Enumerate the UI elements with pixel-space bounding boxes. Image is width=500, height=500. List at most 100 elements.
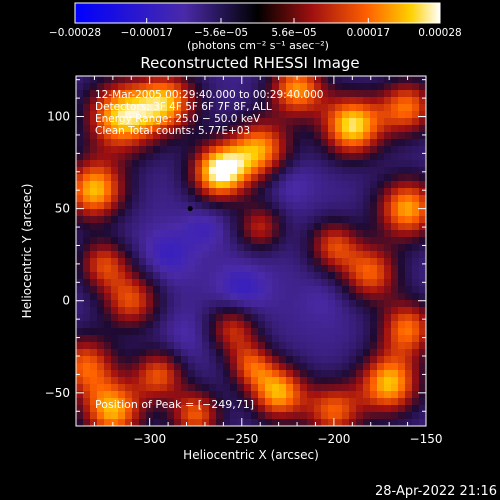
heatmap-cell xyxy=(398,125,406,133)
heatmap-cell xyxy=(363,419,371,426)
heatmap-cell xyxy=(384,202,392,210)
heatmap-cell xyxy=(83,125,91,133)
heatmap-cell xyxy=(356,307,364,315)
heatmap-cell xyxy=(405,181,413,189)
heatmap-cell xyxy=(335,307,343,315)
heatmap-cell xyxy=(356,139,364,147)
heatmap-cell xyxy=(216,83,224,91)
heatmap-cell xyxy=(286,286,294,294)
heatmap-cell xyxy=(139,335,147,343)
chart-title: Reconstructed RHESSI Image xyxy=(140,54,359,72)
heatmap-cell xyxy=(377,328,385,336)
heatmap-cell xyxy=(237,167,245,175)
heatmap-cell xyxy=(307,293,315,301)
heatmap-cell xyxy=(83,412,91,420)
heatmap-cell xyxy=(244,398,252,406)
heatmap-cell xyxy=(174,363,182,371)
heatmap-cell xyxy=(412,202,420,210)
heatmap-cell xyxy=(125,244,133,252)
heatmap-cell xyxy=(209,244,217,252)
heatmap-cell xyxy=(398,300,406,308)
heatmap-cell xyxy=(335,328,343,336)
heatmap-cell xyxy=(279,342,287,350)
heatmap-cell xyxy=(244,405,252,413)
heatmap-cell xyxy=(90,97,98,105)
heatmap-cell xyxy=(384,153,392,161)
heatmap-cell xyxy=(188,314,196,322)
heatmap-cell xyxy=(286,349,294,357)
heatmap-cell xyxy=(272,167,280,175)
heatmap-cell xyxy=(398,223,406,231)
heatmap-cell xyxy=(412,104,420,112)
info-line: Detectors: 3F 4F 5F 6F 7F 8F, ALL xyxy=(95,101,272,113)
heatmap-cell xyxy=(405,314,413,322)
heatmap-cell xyxy=(209,384,217,392)
heatmap-cell xyxy=(202,419,210,426)
heatmap-cell xyxy=(321,356,329,364)
heatmap-cell xyxy=(132,272,140,280)
x-axis-ticks: −300 −250 −200 −150 xyxy=(93,76,442,446)
heatmap-cell xyxy=(90,132,98,140)
heatmap-cell xyxy=(97,104,105,112)
heatmap-cell xyxy=(125,300,133,308)
heatmap-cell xyxy=(209,181,217,189)
heatmap-cell xyxy=(321,335,329,343)
heatmap-cell xyxy=(160,104,168,112)
heatmap-cell xyxy=(104,223,112,231)
heatmap-cell xyxy=(125,265,133,273)
heatmap-cell xyxy=(363,300,371,308)
x-tick-label: −300 xyxy=(133,432,166,446)
info-line: Clean Total counts: 5.77E+03 xyxy=(95,125,250,137)
heatmap-cell xyxy=(244,146,252,154)
heatmap-cell xyxy=(195,153,203,161)
heatmap-cell xyxy=(76,265,84,273)
heatmap-cell xyxy=(363,328,371,336)
heatmap-cell xyxy=(293,300,301,308)
heatmap-cell xyxy=(132,370,140,378)
heatmap-cell xyxy=(118,125,126,133)
heatmap-cell xyxy=(272,314,280,322)
heatmap-cell xyxy=(398,167,406,175)
heatmap-cell xyxy=(216,412,224,420)
heatmap-cell xyxy=(146,223,154,231)
heatmap-cell xyxy=(188,349,196,357)
heatmap-cell xyxy=(90,83,98,91)
heatmap-cell xyxy=(118,202,126,210)
heatmap-cell xyxy=(167,251,175,259)
heatmap-cell xyxy=(342,419,350,426)
heatmap-cell xyxy=(258,300,266,308)
colorbar-tick-label: −0.00028 xyxy=(49,27,101,39)
heatmap-cell xyxy=(356,132,364,140)
heatmap-cell xyxy=(377,111,385,119)
heatmap-cell xyxy=(370,405,378,413)
heatmap-cell xyxy=(111,251,119,259)
heatmap-cell xyxy=(349,132,357,140)
heatmap-cell xyxy=(216,230,224,238)
heatmap-cell xyxy=(384,83,392,91)
heatmap-cell xyxy=(188,384,196,392)
heatmap-cell xyxy=(328,125,336,133)
heatmap-cell xyxy=(223,349,231,357)
heatmap-cell xyxy=(307,328,315,336)
heatmap-cell xyxy=(251,104,259,112)
heatmap-cell xyxy=(384,76,392,84)
heatmap-cell xyxy=(328,76,336,84)
heatmap-cell xyxy=(258,139,266,147)
heatmap-cell xyxy=(272,398,280,406)
heatmap-cell xyxy=(363,125,371,133)
heatmap-cell xyxy=(244,363,252,371)
heatmap-cell xyxy=(356,384,364,392)
heatmap-cell xyxy=(181,251,189,259)
heatmap-cell xyxy=(132,237,140,245)
heatmap-cell xyxy=(279,153,287,161)
heatmap-cell xyxy=(181,293,189,301)
heatmap-cell xyxy=(349,188,357,196)
heatmap-cell xyxy=(139,377,147,385)
heatmap-cell xyxy=(209,272,217,280)
heatmap-cell xyxy=(293,83,301,91)
heatmap-cell xyxy=(286,377,294,385)
heatmap-cell xyxy=(363,90,371,98)
heatmap-cell xyxy=(111,419,119,426)
heatmap-cell xyxy=(412,76,420,84)
